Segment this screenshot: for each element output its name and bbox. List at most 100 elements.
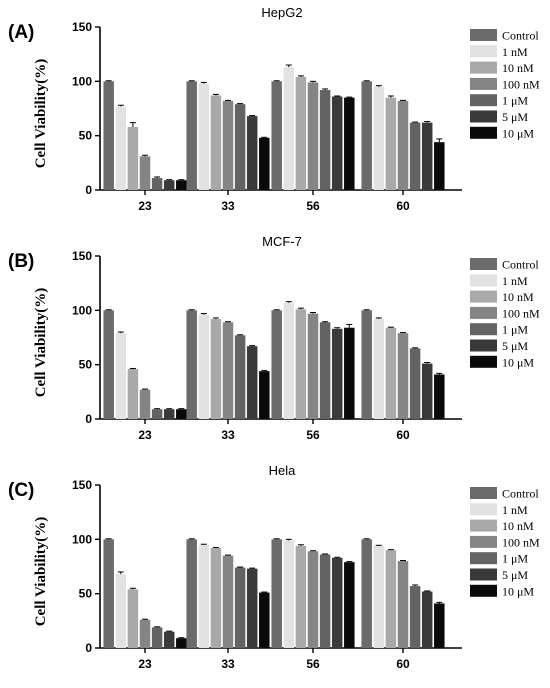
bar bbox=[115, 574, 127, 648]
bar bbox=[222, 322, 234, 419]
legend-swatch bbox=[470, 29, 497, 41]
y-axis-label: Cell Viability(%) bbox=[33, 517, 49, 627]
bar bbox=[115, 333, 127, 419]
bar bbox=[127, 369, 139, 419]
legend-label: 1 μM bbox=[502, 94, 528, 108]
bar bbox=[344, 327, 355, 419]
bar bbox=[222, 555, 234, 648]
bar bbox=[421, 122, 433, 190]
bar bbox=[434, 603, 445, 648]
bar bbox=[176, 180, 187, 190]
bar bbox=[127, 126, 139, 190]
chart-title: HepG2 bbox=[261, 5, 302, 20]
legend-label: 10 nM bbox=[502, 519, 534, 533]
legend-swatch bbox=[470, 487, 497, 499]
chart-panel-hepg2: (A) HepG2 Cell Viability(%) 0 50 100 150 23 33 56… bbox=[8, 5, 540, 213]
legend-swatch bbox=[470, 45, 497, 58]
bar bbox=[186, 81, 197, 190]
y-tick-label: 100 bbox=[72, 303, 92, 317]
bar bbox=[176, 409, 187, 419]
bar bbox=[259, 371, 270, 419]
bar bbox=[295, 76, 307, 190]
bar bbox=[246, 568, 258, 648]
bar bbox=[176, 638, 187, 648]
bar bbox=[307, 313, 319, 419]
chart-title: MCF-7 bbox=[262, 234, 302, 249]
legend-swatch bbox=[470, 258, 497, 270]
bar bbox=[319, 90, 331, 190]
bar bbox=[103, 539, 114, 648]
bar bbox=[307, 82, 319, 190]
x-tick-label: 56 bbox=[306, 657, 320, 671]
bar bbox=[198, 544, 210, 648]
bar bbox=[246, 346, 258, 419]
bar bbox=[397, 100, 409, 190]
legend-label: 1 nM bbox=[502, 45, 528, 59]
panel-label: (C) bbox=[8, 480, 34, 501]
bar bbox=[186, 310, 197, 419]
bar bbox=[271, 81, 282, 190]
legend-swatch bbox=[470, 94, 497, 107]
legend-label: 1 μM bbox=[502, 323, 528, 337]
bar bbox=[210, 95, 222, 190]
bar bbox=[271, 539, 282, 648]
bar bbox=[331, 328, 343, 419]
panel-label: (A) bbox=[8, 22, 34, 43]
bar bbox=[409, 586, 421, 648]
bar bbox=[234, 104, 246, 190]
bar bbox=[319, 322, 331, 419]
x-tick-label: 60 bbox=[396, 428, 410, 442]
y-tick-label: 150 bbox=[72, 478, 92, 492]
chart-panel-mcf7: (B) MCF-7 Cell Viability(%) 0 50 100 150 23 33 56… bbox=[8, 234, 540, 442]
bar bbox=[421, 591, 433, 648]
bar bbox=[331, 557, 343, 648]
legend-swatch bbox=[470, 290, 497, 303]
legend-swatch bbox=[470, 355, 497, 368]
y-axis-label: Cell Viability(%) bbox=[33, 288, 49, 398]
legend-label: 1 nM bbox=[502, 274, 528, 288]
bar bbox=[234, 567, 246, 648]
legend-label: 10 μM bbox=[502, 126, 534, 140]
legend-label: 100 nM bbox=[502, 77, 540, 91]
y-tick-label: 50 bbox=[79, 129, 93, 143]
x-tick-label: 33 bbox=[221, 199, 235, 213]
bar bbox=[139, 619, 151, 648]
bar bbox=[271, 310, 282, 419]
legend-label: 5 μM bbox=[502, 568, 528, 582]
legend-swatch bbox=[470, 274, 497, 287]
chart-panel-hela: (C) Hela Cell Viability(%) 0 50 100 150 23 33 56 6… bbox=[8, 463, 540, 671]
bar bbox=[385, 550, 397, 648]
y-tick-label: 150 bbox=[72, 249, 92, 263]
bar bbox=[331, 96, 343, 190]
legend-swatch bbox=[470, 61, 497, 74]
y-axis-label: Cell Viability(%) bbox=[33, 59, 49, 169]
legend-swatch bbox=[470, 568, 497, 581]
legend-label: 1 μM bbox=[502, 552, 528, 566]
bar bbox=[115, 106, 127, 190]
bar bbox=[421, 363, 433, 419]
bar bbox=[198, 314, 210, 419]
chart-title: Hela bbox=[269, 463, 297, 478]
y-tick-label: 0 bbox=[85, 183, 92, 197]
y-tick-label: 50 bbox=[79, 587, 93, 601]
bar bbox=[210, 319, 222, 419]
bar bbox=[344, 97, 355, 190]
x-tick-label: 33 bbox=[221, 428, 235, 442]
bar bbox=[385, 97, 397, 190]
bar bbox=[259, 592, 270, 648]
bar bbox=[434, 374, 445, 419]
bar bbox=[361, 310, 372, 419]
legend-label: 5 μM bbox=[502, 339, 528, 353]
panel-label: (B) bbox=[8, 251, 34, 272]
legend-label: 1 nM bbox=[502, 503, 528, 517]
bar bbox=[234, 335, 246, 419]
bar bbox=[397, 333, 409, 419]
bar bbox=[283, 67, 295, 190]
bar bbox=[409, 122, 421, 190]
legend-swatch bbox=[470, 126, 497, 139]
bar bbox=[163, 180, 175, 190]
legend-swatch bbox=[470, 535, 497, 548]
y-tick-label: 0 bbox=[85, 412, 92, 426]
y-tick-label: 150 bbox=[72, 20, 92, 34]
